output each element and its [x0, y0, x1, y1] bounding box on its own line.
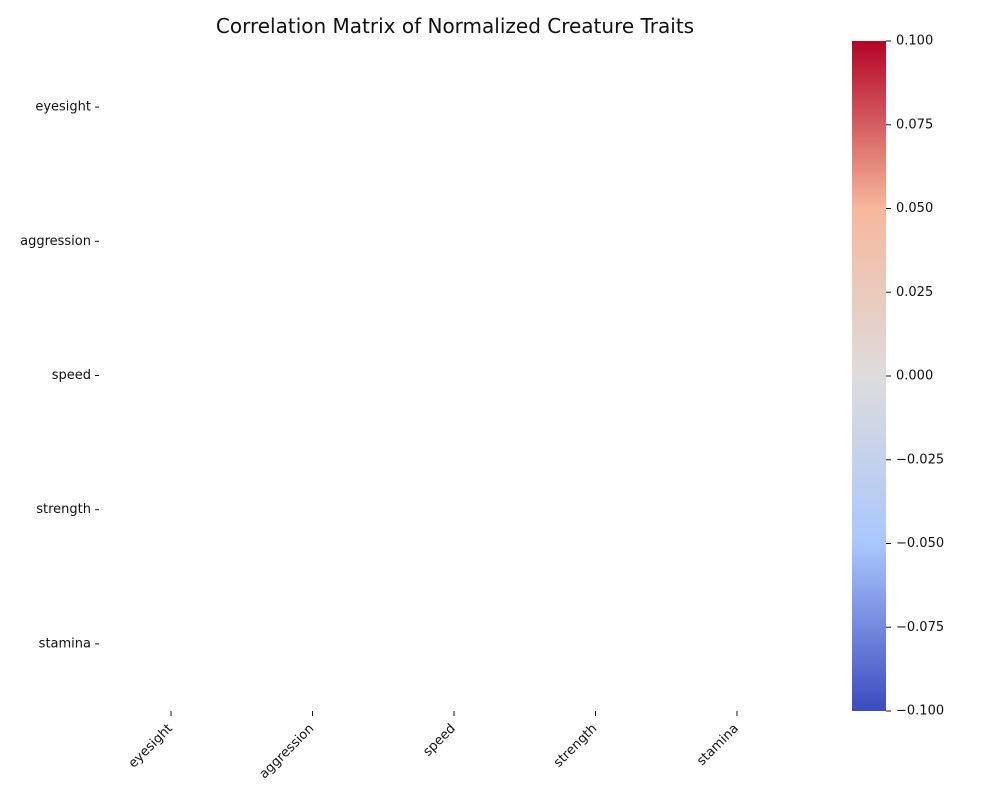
heatmap-cell	[668, 308, 810, 442]
heatmap-cell	[385, 443, 527, 577]
y-tick-label: aggression	[20, 234, 91, 249]
heatmap-cell	[101, 40, 243, 174]
heatmap-cell	[526, 443, 668, 577]
heatmap-cell	[668, 174, 810, 308]
colorbar-gradient	[852, 41, 886, 711]
heatmap-cell	[385, 308, 527, 442]
colorbar-ticks: −0.100 −0.075 −0.050 −0.025 0.000 0.025 0.050 0…	[886, 34, 944, 719]
heatmap-plot-area	[101, 40, 810, 711]
heatmap-cell	[526, 577, 668, 711]
heatmap-cell	[385, 174, 527, 308]
y-tick-label: speed	[52, 368, 91, 383]
x-tick-label: strength	[551, 721, 600, 770]
colorbar-tick-label: 0.050	[896, 201, 933, 216]
colorbar-tick-label: −0.050	[896, 536, 944, 551]
heatmap-cell	[243, 308, 385, 442]
heatmap-cell	[243, 40, 385, 174]
heatmap-cell	[101, 443, 243, 577]
y-tick-label: eyesight	[35, 100, 91, 115]
heatmap-cell	[243, 443, 385, 577]
heatmap-cell	[243, 174, 385, 308]
colorbar-tick-label: 0.100	[896, 34, 933, 49]
colorbar-tick-label: −0.100	[896, 704, 944, 719]
y-axis: eyesight aggression speed strength stamina	[20, 100, 99, 651]
x-axis: eyesight aggression speed strength stamina	[126, 711, 742, 782]
colorbar-tick-label: 0.025	[896, 285, 933, 300]
x-tick-label: stamina	[694, 721, 742, 769]
heatmap-cell	[526, 308, 668, 442]
heatmap-cell	[101, 308, 243, 442]
heatmap-cell	[101, 577, 243, 711]
colorbar-tick-label: 0.000	[896, 369, 933, 384]
heatmap-cell	[526, 174, 668, 308]
heatmap-cell	[526, 40, 668, 174]
x-tick-label: aggression	[257, 721, 318, 782]
y-tick-label: strength	[36, 502, 91, 517]
colorbar-tick-label: 0.075	[896, 117, 933, 132]
heatmap-cell	[243, 577, 385, 711]
chart-title: Correlation Matrix of Normalized Creatur…	[216, 14, 694, 38]
colorbar-tick-label: −0.025	[896, 452, 944, 467]
heatmap-cell	[668, 40, 810, 174]
colorbar: −0.100 −0.075 −0.050 −0.025 0.000 0.025 0.050 0…	[852, 34, 944, 719]
heatmap-cell	[668, 577, 810, 711]
x-tick-label: eyesight	[126, 721, 176, 771]
y-tick-label: stamina	[39, 636, 91, 651]
heatmap-cell	[385, 40, 527, 174]
x-tick-label: speed	[420, 721, 458, 759]
heatmap-cell	[668, 443, 810, 577]
heatmap-cell	[101, 174, 243, 308]
colorbar-tick-label: −0.075	[896, 620, 944, 635]
heatmap-cell	[385, 577, 527, 711]
